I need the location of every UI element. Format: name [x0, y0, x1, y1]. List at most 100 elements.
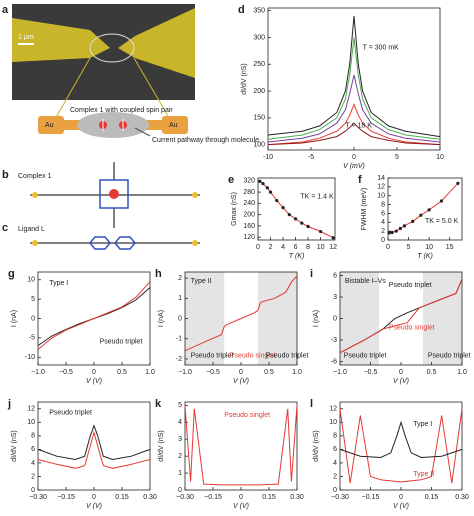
y-tick-label: 0: [333, 315, 337, 322]
y-tick-label: 4: [178, 419, 182, 426]
data-point: [293, 217, 298, 221]
data-point: [402, 224, 407, 228]
annotation: T = 300 mK: [363, 45, 400, 52]
y-tick-label: 6: [333, 272, 337, 279]
data-point: [258, 179, 262, 183]
x-tick-label: 0: [92, 369, 96, 376]
y-tick-label: 300: [253, 34, 265, 41]
x-tick-label: −0.15: [57, 494, 75, 501]
data-point: [300, 221, 304, 225]
y-axis-label: FWHM (meV): [361, 188, 368, 231]
data-point: [387, 231, 391, 235]
y-tick-label: 3: [178, 436, 182, 443]
data-point: [287, 213, 291, 217]
data-line: [37, 281, 151, 350]
y-tick-label: 2: [178, 275, 182, 282]
y-tick-label: 6: [381, 210, 385, 217]
molecule: [30, 162, 200, 228]
data-line: [339, 420, 463, 459]
data-line: [184, 275, 298, 352]
y-tick-label: 2: [333, 473, 337, 480]
x-tick-label: −1.0: [333, 369, 347, 376]
x-tick-label: −0.15: [204, 494, 222, 501]
annotation: Pseudo singlet: [389, 325, 435, 332]
y-tick-label: 240: [243, 200, 255, 207]
x-tick-label: 10: [317, 244, 325, 251]
y-tick-label: 12: [377, 184, 385, 191]
x-tick-label: 5: [407, 244, 411, 251]
y-tick-label: 8: [333, 433, 337, 440]
y-axis-label: dI/dV (nS): [313, 430, 320, 462]
y-tick-label: 6: [31, 446, 35, 453]
y-tick-label: 280: [243, 189, 255, 196]
y-axis-label: dI/dV (nS): [241, 63, 248, 95]
y-tick-label: -2: [176, 356, 182, 363]
panel-label: l: [310, 398, 313, 410]
y-tick-label: 2: [178, 453, 182, 460]
y-tick-label: -5: [29, 335, 35, 342]
x-tick-label: 0.30: [455, 494, 469, 501]
y-tick-label: 200: [253, 88, 265, 95]
data-point: [261, 182, 265, 186]
annotation: Pseudo triplet: [49, 409, 92, 416]
x-tick-label: 5: [395, 154, 399, 161]
x-axis-label: V (V): [233, 503, 249, 510]
annotation: Bistable I–Vs: [345, 278, 386, 285]
data-line: [267, 15, 441, 138]
panel-label: g: [8, 268, 15, 280]
x-tick-label: 0.30: [143, 494, 157, 501]
scale-bar: 1 μm: [18, 34, 34, 41]
x-axis-label: V (V): [86, 378, 102, 385]
data-point: [268, 190, 273, 194]
y-axis-label: Gmax (nS): [231, 192, 238, 226]
y-tick-label: 0: [333, 487, 337, 494]
x-tick-label: −1.0: [178, 369, 192, 376]
data-point: [398, 226, 402, 231]
y-tick-label: 0: [178, 315, 182, 322]
x-axis-label: T (K): [289, 253, 305, 260]
pathway-label: Current pathway through molecule: [152, 137, 259, 144]
y-tick-label: -10: [25, 354, 35, 361]
y-axis-label: I (nA): [313, 310, 320, 327]
annotation: TK = 1.4 K: [300, 193, 334, 200]
annotation: Type II: [191, 278, 212, 285]
y-axis-label: dI/dV (nS): [158, 430, 165, 462]
y-tick-label: 5: [31, 296, 35, 303]
x-tick-label: −0.5: [59, 369, 73, 376]
x-tick-label: 1.0: [457, 369, 467, 376]
y-tick-label: 3: [333, 294, 337, 301]
shade: [422, 272, 462, 365]
x-axis-label: V (V): [86, 503, 102, 510]
y-tick-label: 320: [243, 178, 255, 185]
x-tick-label: 15: [446, 244, 454, 251]
annotation: Pseudo singlet: [224, 412, 270, 419]
panel-label: e: [228, 174, 234, 186]
x-tick-label: 12: [329, 244, 337, 251]
y-tick-label: 12: [27, 406, 35, 413]
annotation: Type II: [413, 471, 434, 478]
x-axis-label: V (V): [393, 378, 409, 385]
data-point: [439, 199, 444, 203]
data-point: [331, 236, 335, 240]
annotation: Type I: [49, 280, 68, 287]
y-tick-label: 14: [377, 175, 385, 182]
y-tick-label: 0: [178, 487, 182, 494]
y-tick-label: 10: [377, 193, 385, 200]
x-tick-label: 0: [239, 369, 243, 376]
y-tick-label: -1: [176, 336, 182, 343]
x-tick-label: 0.15: [115, 494, 129, 501]
y-tick-label: 10: [27, 419, 35, 426]
sem-image: [12, 4, 195, 100]
x-tick-label: 0: [386, 244, 390, 251]
x-axis-label: T (K): [417, 253, 433, 260]
shade: [340, 272, 380, 365]
data-line: [259, 180, 334, 239]
x-tick-label: −0.30: [176, 494, 194, 501]
x-tick-label: 2: [269, 244, 273, 251]
data-line: [389, 182, 459, 234]
x-tick-label: 0.5: [264, 369, 274, 376]
x-axis-label: V (V): [393, 503, 409, 510]
y-tick-label: 0: [31, 487, 35, 494]
data-point: [275, 198, 279, 203]
